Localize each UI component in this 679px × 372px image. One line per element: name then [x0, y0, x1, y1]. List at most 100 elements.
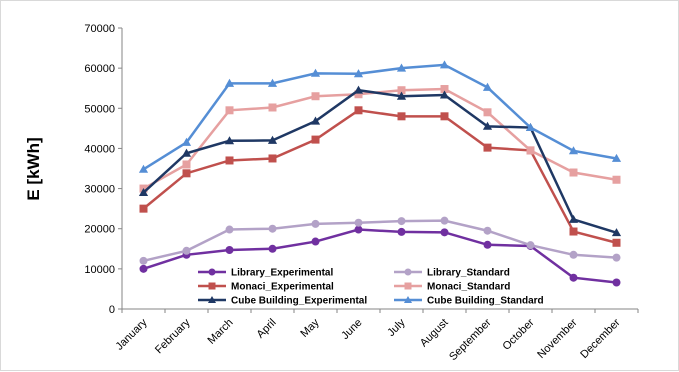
data-point	[440, 216, 449, 225]
data-point	[397, 86, 406, 95]
data-point	[225, 156, 234, 165]
x-tick-label: January	[113, 316, 150, 353]
y-tick-label: 30000	[84, 184, 115, 196]
data-point	[354, 90, 363, 99]
data-point	[225, 225, 234, 234]
y-tick-label: 40000	[84, 143, 115, 155]
data-point	[569, 168, 578, 177]
data-point	[569, 273, 578, 282]
series-line	[142, 88, 617, 234]
data-point	[483, 108, 492, 117]
data-point	[311, 92, 320, 101]
series-line	[143, 219, 617, 263]
data-point	[569, 250, 578, 259]
data-point	[440, 85, 449, 94]
x-tick-label: September	[447, 316, 494, 363]
series-line	[142, 108, 617, 244]
data-point	[612, 175, 621, 184]
data-point	[483, 143, 492, 152]
x-tick-label: November	[535, 316, 580, 361]
data-point	[569, 227, 578, 236]
data-point	[397, 112, 406, 121]
x-tick-label: March	[206, 317, 236, 347]
data-point	[612, 253, 621, 262]
series-line	[143, 228, 617, 284]
data-point	[182, 246, 191, 255]
data-point	[225, 245, 234, 254]
data-point	[611, 153, 622, 162]
x-tick-label: April	[255, 317, 279, 341]
data-point	[224, 136, 235, 145]
legend-label: Cube Building_Experimental	[231, 296, 367, 307]
data-point	[397, 227, 406, 236]
data-point	[225, 106, 234, 115]
x-tick-label: February	[153, 316, 193, 356]
data-point	[439, 90, 450, 99]
legend-label: Library_Experimental	[231, 268, 333, 279]
data-point	[267, 78, 278, 87]
data-point	[526, 146, 535, 155]
data-point	[483, 240, 492, 249]
data-point	[139, 256, 148, 265]
legend-label: Cube Building_Standard	[427, 296, 544, 307]
legend-swatch-marker	[403, 295, 413, 304]
legend-swatch-marker	[207, 295, 217, 304]
legend-label: Monaci_Experimental	[231, 282, 334, 293]
data-point	[354, 225, 363, 234]
legend-swatch-marker	[208, 268, 216, 276]
data-point	[267, 135, 278, 144]
y-tick-label: 70000	[84, 23, 115, 35]
series-line	[142, 63, 617, 171]
x-tick-label: December	[578, 316, 623, 361]
data-point	[311, 237, 320, 246]
data-point	[182, 169, 191, 178]
data-point	[611, 228, 622, 237]
data-point	[526, 241, 535, 250]
y-axis-title: E [kWh]	[24, 137, 43, 200]
data-point	[181, 148, 192, 157]
data-point	[181, 137, 192, 146]
data-point	[139, 204, 148, 213]
data-point	[311, 219, 320, 228]
data-point	[440, 228, 449, 237]
data-point	[396, 91, 407, 100]
x-tick-label: June	[339, 317, 364, 342]
data-point	[482, 82, 493, 91]
legend-label: Monaci_Standard	[427, 282, 510, 293]
data-point	[138, 164, 149, 173]
x-tick-label: July	[385, 316, 408, 339]
data-point	[310, 116, 321, 125]
data-point	[568, 214, 579, 223]
legend-swatch-marker	[208, 282, 216, 290]
y-tick-label: 50000	[84, 103, 115, 115]
data-point	[138, 187, 149, 197]
legend-swatch-marker	[404, 282, 412, 290]
x-tick-label: October	[500, 316, 536, 352]
y-tick-label: 0	[109, 304, 115, 316]
data-point	[397, 217, 406, 226]
data-point	[353, 85, 364, 94]
data-point	[483, 226, 492, 235]
data-point	[612, 278, 621, 287]
data-point	[268, 154, 277, 163]
data-point	[224, 78, 235, 87]
data-point	[311, 135, 320, 144]
data-point	[612, 238, 621, 247]
data-point	[440, 112, 449, 121]
legend-label: Library_Standard	[427, 268, 510, 279]
data-point	[525, 122, 536, 132]
data-point	[439, 60, 450, 69]
x-tick-label: May	[298, 316, 322, 340]
data-point	[354, 106, 363, 115]
data-point	[568, 146, 579, 155]
x-tick-label: August	[418, 317, 451, 350]
data-point	[310, 68, 321, 77]
data-point	[268, 224, 277, 233]
data-point	[353, 69, 364, 78]
legend-swatch-marker	[404, 268, 412, 276]
data-point	[482, 121, 493, 130]
data-point	[354, 218, 363, 227]
y-tick-label: 20000	[84, 224, 115, 236]
